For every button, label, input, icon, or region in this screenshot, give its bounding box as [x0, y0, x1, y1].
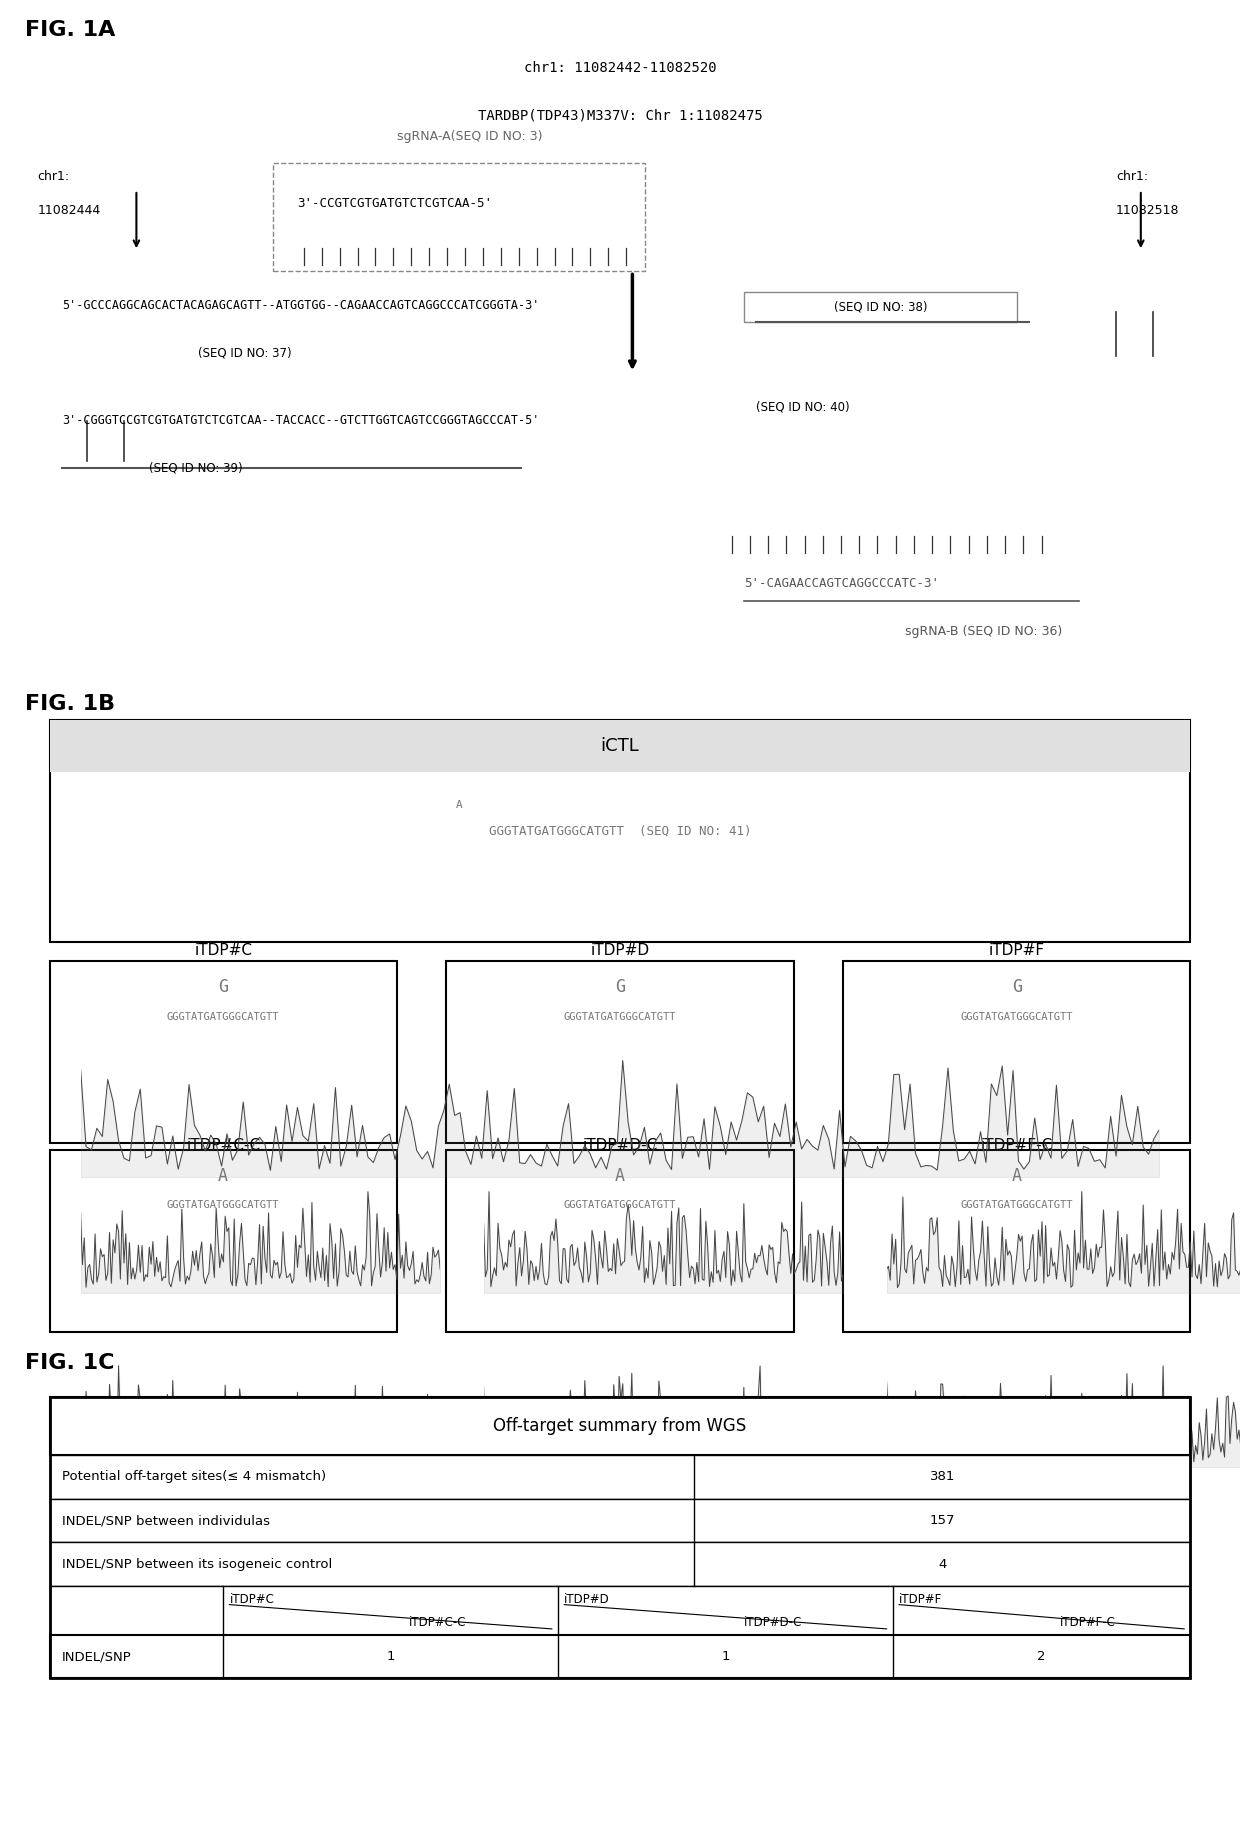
Text: sgRNA-A(SEQ ID NO: 3): sgRNA-A(SEQ ID NO: 3)	[397, 130, 542, 143]
Text: (SEQ ID NO: 39): (SEQ ID NO: 39)	[149, 462, 243, 475]
Text: GGGTATGATGGGCATGTT  (SEQ ID NO: 41): GGGTATGATGGGCATGTT (SEQ ID NO: 41)	[489, 825, 751, 838]
Bar	[50, 1398, 1190, 1454]
Text: iTDP#F: iTDP#F	[899, 1594, 942, 1607]
Text: GGGTATGATGGGCATGTT: GGGTATGATGGGCATGTT	[961, 1199, 1073, 1210]
Text: FIG. 1B: FIG. 1B	[25, 695, 115, 713]
Text: INDEL/SNP: INDEL/SNP	[62, 1651, 131, 1663]
Text: A: A	[455, 800, 463, 811]
Text: GGGTATGATGGGCATGTT: GGGTATGATGGGCATGTT	[167, 1199, 279, 1210]
Text: iTDP#C-C: iTDP#C-C	[409, 1616, 466, 1629]
Text: iTDP#D-C: iTDP#D-C	[583, 1139, 657, 1154]
Text: A: A	[1012, 1166, 1022, 1185]
Text: (SEQ ID NO: 38): (SEQ ID NO: 38)	[833, 301, 928, 314]
Bar	[50, 1398, 1190, 1678]
Text: iTDP#D-C: iTDP#D-C	[744, 1616, 802, 1629]
Bar	[843, 961, 1190, 1144]
Text: Off-target summary from WGS: Off-target summary from WGS	[494, 1416, 746, 1434]
Bar	[50, 721, 1190, 941]
Text: 381: 381	[930, 1471, 955, 1484]
Bar	[273, 163, 645, 271]
Text: Potential off-target sites(≤ 4 mismatch): Potential off-target sites(≤ 4 mismatch)	[62, 1471, 326, 1484]
Bar	[50, 1586, 1190, 1634]
Text: iTDP#D: iTDP#D	[564, 1594, 610, 1607]
Bar	[50, 721, 1190, 772]
Bar	[50, 1150, 397, 1331]
Text: 157: 157	[930, 1515, 955, 1528]
Text: iTDP#C-C: iTDP#C-C	[186, 1139, 260, 1154]
Text: chr1:: chr1:	[37, 171, 69, 183]
Bar	[744, 292, 1017, 323]
Text: 5'-CAGAACCAGTCAGGCCCATC-3': 5'-CAGAACCAGTCAGGCCCATC-3'	[744, 578, 939, 591]
Text: GGGTATGATGGGCATGTT: GGGTATGATGGGCATGTT	[961, 1012, 1073, 1022]
Text: A: A	[218, 1166, 228, 1185]
Text: GGGTATGATGGGCATGTT: GGGTATGATGGGCATGTT	[564, 1012, 676, 1022]
Text: iCTL: iCTL	[600, 737, 640, 756]
Text: chr1:: chr1:	[1116, 171, 1148, 183]
Text: (SEQ ID NO: 37): (SEQ ID NO: 37)	[198, 347, 293, 359]
Text: iTDP#F-C: iTDP#F-C	[1060, 1616, 1116, 1629]
Bar	[446, 961, 794, 1144]
Text: iTDP#F: iTDP#F	[988, 943, 1045, 957]
Bar	[446, 1150, 794, 1331]
Text: 3'-CGGGTCCGTCGTGATGTCTCGTCAA--TACCACC--GTCTTGGTCAGTCCGGGTAGCCCAT-5': 3'-CGGGTCCGTCGTGATGTCTCGTCAA--TACCACC--G…	[62, 414, 539, 427]
Text: FIG. 1A: FIG. 1A	[25, 20, 115, 40]
Text: iTDP#D: iTDP#D	[590, 943, 650, 957]
Bar	[50, 1454, 1190, 1498]
Text: (SEQ ID NO: 40): (SEQ ID NO: 40)	[756, 400, 851, 414]
Bar	[50, 1634, 1190, 1678]
Text: GGGTATGATGGGCATGTT: GGGTATGATGGGCATGTT	[564, 1199, 676, 1210]
Text: G: G	[615, 978, 625, 996]
Text: 1: 1	[722, 1651, 729, 1663]
Text: iTDP#F-C: iTDP#F-C	[981, 1139, 1053, 1154]
Text: 2: 2	[1038, 1651, 1045, 1663]
Text: FIG. 1C: FIG. 1C	[25, 1353, 114, 1374]
Bar	[50, 961, 397, 1144]
Text: 11082518: 11082518	[1116, 204, 1179, 216]
Text: iTDP#C: iTDP#C	[229, 1594, 274, 1607]
Text: 11082444: 11082444	[37, 204, 100, 216]
Text: 5'-GCCCAGGCAGCACTACAGAGCAGTT--ATGGTGG--CAGAACCAGTCAGGCCCATCGGGTA-3': 5'-GCCCAGGCAGCACTACAGAGCAGTT--ATGGTGG--C…	[62, 299, 539, 312]
Text: A: A	[615, 1166, 625, 1185]
Bar	[50, 1498, 1190, 1542]
Text: 1: 1	[387, 1651, 394, 1663]
Text: 4: 4	[939, 1557, 946, 1570]
Text: chr1: 11082442-11082520: chr1: 11082442-11082520	[523, 61, 717, 75]
Text: iTDP#C: iTDP#C	[195, 943, 252, 957]
Text: G: G	[1012, 978, 1022, 996]
Text: sgRNA-B (SEQ ID NO: 36): sgRNA-B (SEQ ID NO: 36)	[905, 625, 1063, 638]
Text: TARDBP(TDP43)M337V: Chr 1:11082475: TARDBP(TDP43)M337V: Chr 1:11082475	[477, 108, 763, 123]
Bar	[843, 1150, 1190, 1331]
Text: GGGTATGATGGGCATGTT: GGGTATGATGGGCATGTT	[167, 1012, 279, 1022]
Text: INDEL/SNP between its isogeneic control: INDEL/SNP between its isogeneic control	[62, 1557, 332, 1570]
Bar	[50, 1542, 1190, 1586]
Text: INDEL/SNP between individulas: INDEL/SNP between individulas	[62, 1515, 270, 1528]
Text: G: G	[218, 978, 228, 996]
Text: 3'-CCGTCGTGATGTCTCGTCAA-5': 3'-CCGTCGTGATGTCTCGTCAA-5'	[298, 196, 492, 211]
